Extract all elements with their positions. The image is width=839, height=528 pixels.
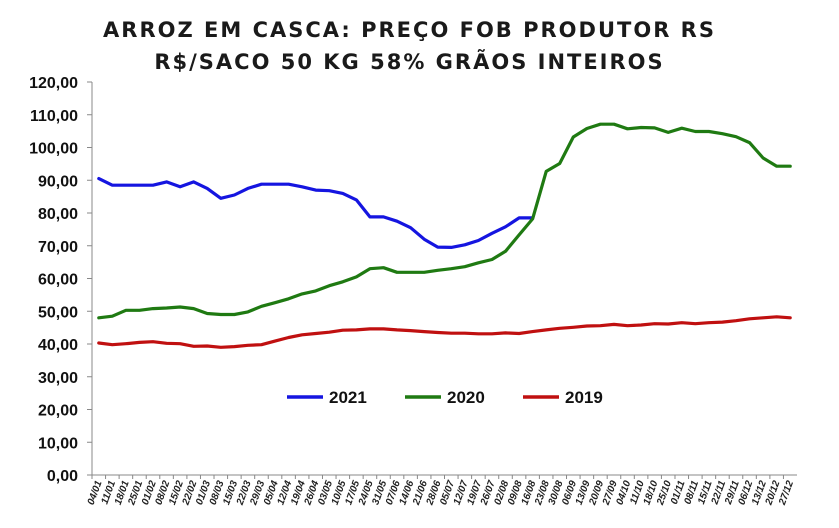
y-tick-label: 50,00 xyxy=(38,304,78,321)
y-tick-label: 70,00 xyxy=(38,239,78,256)
y-tick-label: 20,00 xyxy=(38,403,78,420)
series-line-2020 xyxy=(97,122,792,320)
legend-label-2021: 2021 xyxy=(329,388,367,407)
y-tick-label: 40,00 xyxy=(38,337,78,354)
legend: 2021 2020 2019 xyxy=(287,388,603,407)
y-tick-label: 30,00 xyxy=(38,370,78,387)
y-tick-label: 60,00 xyxy=(38,272,78,289)
series-line-2021 xyxy=(97,177,535,249)
series-lines xyxy=(97,122,792,349)
y-tick-label: 90,00 xyxy=(38,173,78,190)
y-tick-label: 110,00 xyxy=(30,108,78,125)
chart-subtitle: R$/SACO 50 KG 58% GRÃOS INTEIROS xyxy=(154,50,665,74)
y-tick-label: 80,00 xyxy=(38,206,78,223)
y-tick-label: 100,00 xyxy=(29,141,78,158)
legend-label-2019: 2019 xyxy=(565,388,603,407)
legend-label-2020: 2020 xyxy=(447,388,485,407)
y-axis: 0,00 10,00 20,00 30,00 40,00 50,00 60,00 70,00 8… xyxy=(29,75,93,485)
y-tick-label: 10,00 xyxy=(38,435,78,452)
series-line-2019 xyxy=(97,315,792,349)
y-tick-label: 0,00 xyxy=(47,468,78,485)
x-axis: 04/0111/0118/0125/0101/0208/0215/0222/02… xyxy=(86,474,797,507)
y-tick-label: 120,00 xyxy=(29,75,78,92)
chart-title: ARROZ EM CASCA: PREÇO FOB PRODUTOR RS xyxy=(103,18,716,42)
